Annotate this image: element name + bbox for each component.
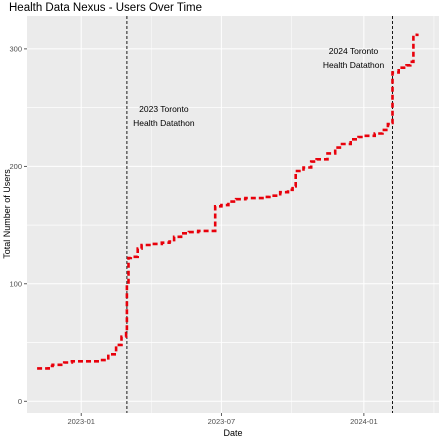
data-series	[37, 33, 419, 370]
y-axis-title: Total Number of Users	[2, 169, 12, 259]
annotations: 2023 Toronto Health Datathon 2024 Toronto H…	[133, 46, 384, 128]
annotation-line1: 2023 Toronto	[139, 104, 189, 114]
grid-major	[27, 16, 439, 413]
y-tick-label: 300	[9, 44, 22, 53]
x-tick-label: 2023-01	[67, 417, 95, 426]
chart-title: Health Data Nexus - Users Over Time	[9, 2, 202, 14]
x-tick-label: 2024-01	[350, 417, 378, 426]
y-tick-label: 100	[9, 279, 22, 288]
grid-minor	[27, 16, 439, 413]
x-axis-title: Date	[223, 428, 242, 438]
x-tick-label: 2023-07	[208, 417, 236, 426]
series-line	[37, 33, 419, 370]
annotation-line2: Health Datathon	[323, 60, 385, 70]
axes: 0 100 200 300 2023-01 2023-07 2024-01	[9, 44, 377, 426]
y-tick-label: 0	[18, 397, 22, 406]
y-tick-label: 200	[9, 162, 22, 171]
annotation-line2: Health Datathon	[133, 118, 195, 128]
annotation-line1: 2024 Toronto	[329, 46, 379, 56]
plot-panel	[27, 16, 439, 413]
